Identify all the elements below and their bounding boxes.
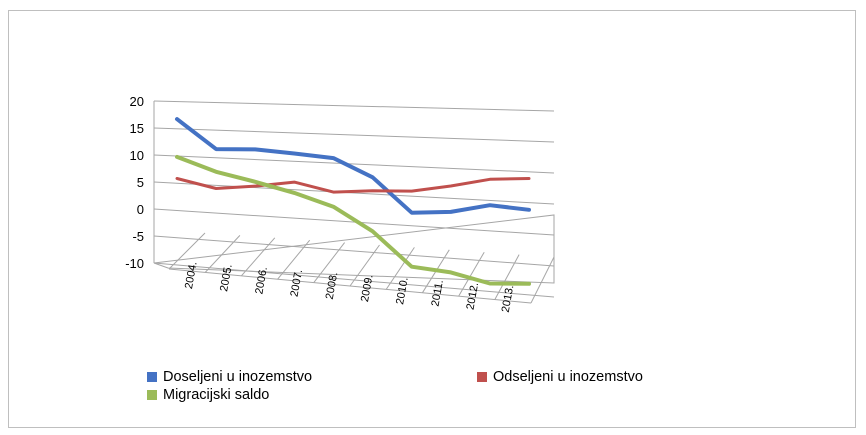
legend-label-odseljeni: Odseljeni u inozemstvo: [493, 369, 643, 385]
gridline: [153, 100, 555, 112]
x-separator: [241, 237, 276, 277]
gridline: [153, 208, 555, 236]
x-separator: [349, 244, 380, 287]
x-tick-label: 2007.: [289, 269, 306, 298]
legend-swatch-migracijski-saldo: [147, 390, 157, 400]
x-separator: [277, 239, 311, 280]
x-tick-label: 2005.: [218, 263, 235, 292]
series-line-1: [175, 177, 531, 194]
y-axis-ticks: 20 15 10 5 0 -5 -10: [125, 94, 144, 271]
series-line-0: [175, 117, 531, 215]
x-separator: [458, 251, 485, 297]
gridline: [153, 181, 555, 205]
series-lines: [175, 117, 531, 286]
x-tick-label: 2008.: [324, 271, 341, 300]
gridline: [153, 127, 555, 143]
x-separator: [385, 247, 415, 290]
x-tick-label: 2012.: [465, 282, 482, 311]
x-separator: [530, 256, 555, 304]
legend-swatch-odseljeni: [477, 372, 487, 382]
chart-walls: [153, 100, 555, 304]
gridline: [153, 154, 555, 174]
x-separator: [204, 235, 241, 273]
legend-item-migracijski-saldo: Migracijski saldo: [147, 387, 269, 403]
y-tick-label: -10: [125, 256, 144, 271]
legend-label-doseljeni: Doseljeni u inozemstvo: [163, 369, 313, 385]
x-tick-label: 2009.: [359, 274, 376, 303]
x-tick-label: 2010.: [394, 276, 411, 305]
legend-item-odseljeni: Odseljeni u inozemstvo: [477, 369, 643, 385]
y-tick-label: 5: [137, 175, 144, 190]
y-tick-label: 0: [137, 202, 144, 217]
legend-item-doseljeni: Doseljeni u inozemstvo: [147, 369, 312, 385]
legend-label-migracijski-saldo: Migracijski saldo: [163, 387, 270, 403]
x-tick-label: 2011.: [429, 279, 445, 307]
legend-swatch-doseljeni: [147, 372, 157, 382]
x-axis-ticks: 2004. 2005. 2006. 2007. 2008. 2009. 2010. 2011.…: [183, 261, 516, 314]
chart-frame: 20 15 10 5 0 -5 -10 2004. 2005. 2006. 2007. 2008. 2…: [8, 10, 856, 428]
y-tick-label: -5: [132, 229, 144, 244]
x-separator: [313, 242, 345, 283]
y-tick-label: 20: [130, 94, 144, 109]
x-tick-label: 2006.: [253, 266, 270, 295]
y-tick-label: 10: [130, 148, 144, 163]
x-tick-label: 2004.: [183, 261, 200, 290]
gridline: [153, 235, 555, 267]
x-tick-label: 2013.: [500, 284, 517, 313]
floor-plane: [153, 214, 555, 284]
series-line-2: [175, 154, 531, 286]
y-tick-label: 15: [130, 121, 144, 136]
x-separator: [494, 254, 520, 300]
x-separator: [168, 232, 206, 270]
